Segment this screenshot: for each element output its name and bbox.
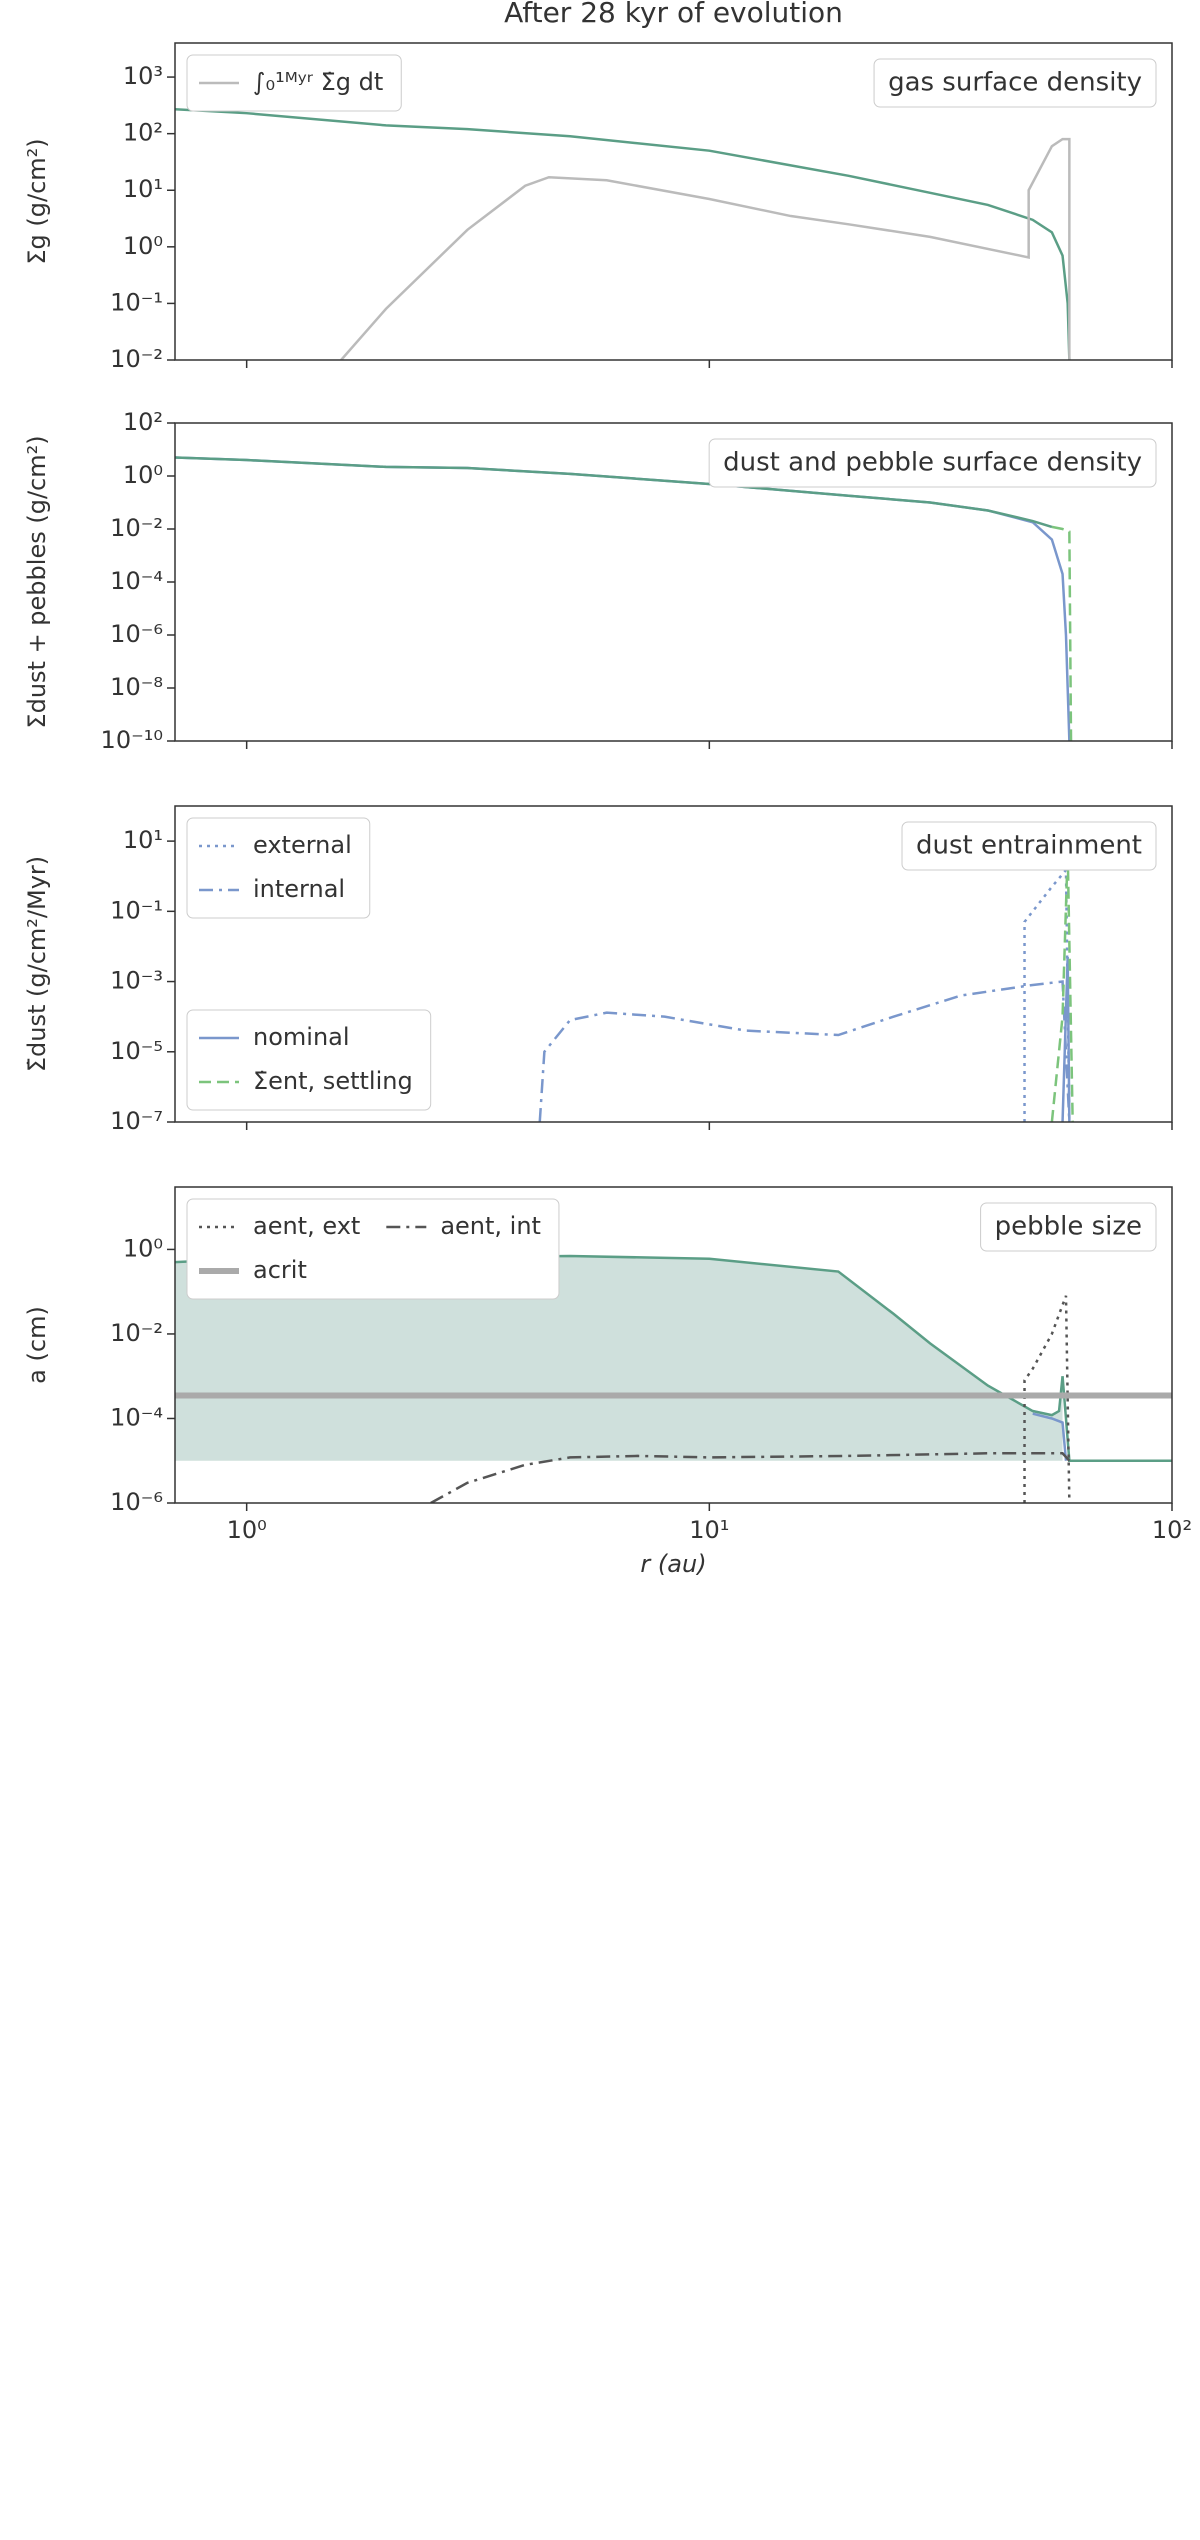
legend-label: aent, ext <box>253 1212 360 1240</box>
annotation-text: gas surface density <box>888 68 1142 98</box>
line <box>1061 956 1071 1122</box>
y-tick-label: 10⁻⁶ <box>110 620 163 648</box>
legend: external internal <box>186 817 371 919</box>
y-axis-label: Σg (g/cm²) <box>23 138 51 264</box>
chart-title: After 28 kyr of evolution <box>504 0 843 29</box>
plot-area <box>175 107 1071 360</box>
legend: nominal Σ̇ent, settling <box>186 1009 432 1111</box>
x-tick-label: 10⁰ <box>227 1516 267 1544</box>
axes-frame <box>174 1186 1173 1504</box>
y-tick-label: 10⁰ <box>123 232 163 260</box>
y-tick-label: 10⁻⁴ <box>110 1403 163 1431</box>
annotation-text: dust and pebble surface density <box>723 448 1142 478</box>
y-axis-label: Σdust + pebbles (g/cm²) <box>23 435 51 728</box>
annotation-box <box>708 438 1157 488</box>
legend: ∫₀¹ᴹʸʳ Σ̇g dt <box>186 54 402 112</box>
legend-label: acrit <box>253 1256 307 1284</box>
y-tick-label: 10² <box>123 119 163 147</box>
y-tick-label: 10⁻⁴ <box>110 567 163 595</box>
y-tick-label: 10⁰ <box>123 461 163 489</box>
y-tick-label: 10⁰ <box>123 1234 163 1262</box>
y-tick-label: 10³ <box>123 62 163 90</box>
line <box>430 1452 1071 1503</box>
y-axis-label: a (cm) <box>23 1306 51 1384</box>
x-tick-label: 10¹ <box>689 1516 729 1544</box>
y-tick-label: 10⁻³ <box>110 967 163 995</box>
plot-area <box>538 851 1074 1122</box>
area <box>175 1255 1063 1461</box>
plot-area <box>175 1254 1172 1503</box>
legend-box <box>186 54 402 112</box>
y-tick-label: 10⁻² <box>110 345 163 373</box>
legend-label: nominal <box>253 1023 350 1051</box>
annotation-box <box>980 1202 1157 1252</box>
legend-box <box>186 817 371 919</box>
line <box>1051 525 1073 741</box>
annotation: dust and pebble surface density <box>708 438 1157 488</box>
line <box>538 980 1071 1122</box>
y-tick-label: 10⁻⁵ <box>110 1037 163 1065</box>
axes-frame <box>174 42 1173 361</box>
y-tick-label: 10⁻⁷ <box>110 1107 163 1135</box>
legend-box <box>186 1198 560 1300</box>
legend: aent, ext aent, int acrit <box>186 1198 560 1300</box>
annotation-text: dust entrainment <box>916 831 1142 861</box>
y-tick-label: 10⁻² <box>110 1319 163 1347</box>
y-tick-label: 10² <box>123 408 163 436</box>
legend-label: ∫₀¹ᴹʸʳ Σ̇g dt <box>253 68 383 96</box>
line <box>340 137 1071 360</box>
y-tick-label: 10⁻¹ <box>110 288 163 316</box>
line <box>1032 1412 1068 1461</box>
axes-frame <box>174 805 1173 1123</box>
y-tick-label: 10⁻² <box>110 514 163 542</box>
legend-label: internal <box>253 875 345 903</box>
y-tick-label: 10⁻¹ <box>110 896 163 924</box>
annotation-box <box>901 821 1157 871</box>
annotation: gas surface density <box>873 58 1157 108</box>
y-axis-label: Σ̇dust (g/cm²/Myr) <box>23 856 51 1072</box>
legend-label: aent, int <box>440 1212 541 1240</box>
y-tick-label: 10⁻¹⁰ <box>101 726 163 754</box>
line <box>175 456 1071 741</box>
annotation: pebble size <box>980 1202 1157 1252</box>
legend-label: external <box>253 831 352 859</box>
annotation-box <box>873 58 1157 108</box>
line <box>1050 851 1074 1122</box>
y-tick-label: 10¹ <box>123 826 163 854</box>
line <box>175 456 1053 529</box>
legend-box <box>186 1009 432 1111</box>
line <box>1061 1376 1172 1462</box>
annotation-text: pebble size <box>995 1212 1142 1242</box>
y-tick-label: 10⁻⁸ <box>110 673 163 701</box>
line <box>175 107 1071 360</box>
legend-label: Σ̇ent, settling <box>253 1067 413 1095</box>
annotation: dust entrainment <box>901 821 1157 871</box>
x-tick-label: 10² <box>1152 1516 1192 1544</box>
y-tick-label: 10⁻⁶ <box>110 1488 163 1516</box>
plot-area <box>175 456 1073 741</box>
line <box>1023 1295 1071 1503</box>
y-tick-label: 10¹ <box>123 175 163 203</box>
x-axis-label: r (au) <box>640 1550 706 1578</box>
